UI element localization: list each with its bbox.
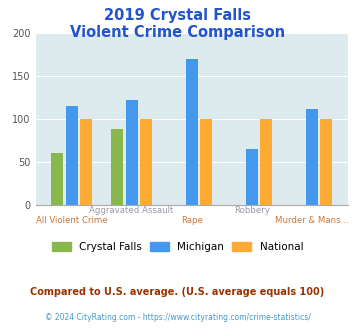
Bar <box>260 119 272 205</box>
Text: 2019 Crystal Falls: 2019 Crystal Falls <box>104 8 251 23</box>
Text: Murder & Mans...: Murder & Mans... <box>275 216 349 225</box>
Bar <box>200 119 212 205</box>
Text: Rape: Rape <box>181 216 203 225</box>
Bar <box>126 100 138 205</box>
Text: © 2024 CityRating.com - https://www.cityrating.com/crime-statistics/: © 2024 CityRating.com - https://www.city… <box>45 314 310 322</box>
Bar <box>140 119 152 205</box>
Bar <box>246 149 258 205</box>
Bar <box>80 119 92 205</box>
Text: Robbery: Robbery <box>234 206 270 215</box>
Bar <box>51 153 63 205</box>
Text: Violent Crime Comparison: Violent Crime Comparison <box>70 25 285 40</box>
Bar <box>66 106 77 205</box>
Bar <box>111 129 123 205</box>
Text: All Violent Crime: All Violent Crime <box>36 216 107 225</box>
Bar <box>320 119 332 205</box>
Bar <box>306 109 318 205</box>
Legend: Crystal Falls, Michigan, National: Crystal Falls, Michigan, National <box>52 242 303 252</box>
Text: Aggravated Assault: Aggravated Assault <box>89 206 174 215</box>
Text: Compared to U.S. average. (U.S. average equals 100): Compared to U.S. average. (U.S. average … <box>31 287 324 297</box>
Bar <box>186 59 198 205</box>
